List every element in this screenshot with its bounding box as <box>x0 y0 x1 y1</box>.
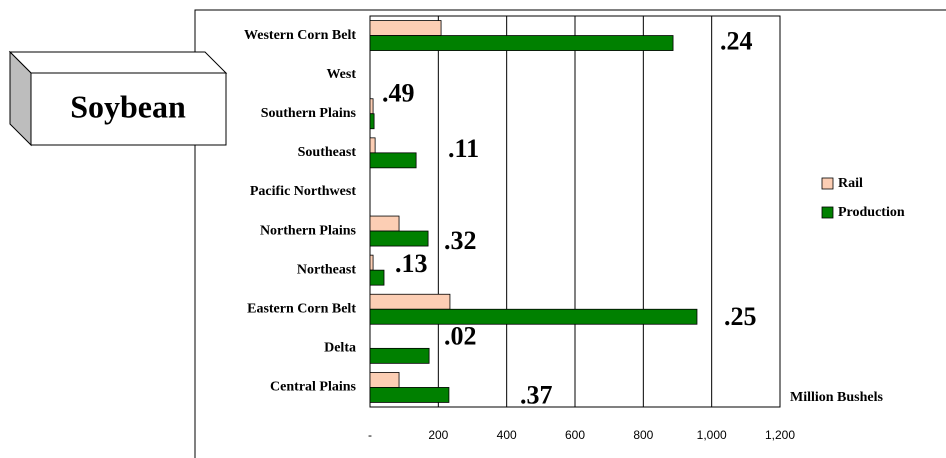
legend-swatch <box>821 177 834 190</box>
bar <box>369 113 375 130</box>
bar <box>369 347 430 364</box>
y-tick-label: West <box>326 67 356 82</box>
bar <box>369 372 400 388</box>
x-tick-label: 800 <box>633 428 653 442</box>
ratio-label: .13 <box>395 249 428 278</box>
bar <box>369 20 442 36</box>
bar <box>369 35 674 51</box>
y-tick-label: Central Plains <box>270 380 356 395</box>
box-top <box>8 51 228 74</box>
x-axis-label: Million Bushels <box>790 390 884 405</box>
bar <box>369 98 374 115</box>
x-tick-label: 1,000 <box>697 428 727 442</box>
y-tick-label: Northeast <box>297 262 356 277</box>
x-tick-label: - <box>368 428 372 442</box>
bar <box>369 230 429 247</box>
x-tick-label: 1,200 <box>765 428 795 442</box>
y-tick-label: Delta <box>324 341 356 356</box>
x-tick-label: 200 <box>428 428 448 442</box>
bar <box>369 152 417 169</box>
legend-label: Rail <box>838 176 863 191</box>
bar <box>369 387 450 403</box>
ratio-label: .02 <box>444 321 477 350</box>
y-tick-label: Western Corn Belt <box>244 28 356 43</box>
y-tick-label: Northern Plains <box>260 223 357 238</box>
ratio-label: .24 <box>720 27 753 56</box>
y-tick-label: Southern Plains <box>261 106 357 121</box>
ratio-label: .32 <box>444 226 477 255</box>
y-tick-label: Southeast <box>298 145 357 160</box>
ratio-label: .49 <box>382 79 415 108</box>
ratio-label: .25 <box>724 302 757 331</box>
chart-frame <box>194 9 946 458</box>
bar <box>369 215 400 232</box>
x-tick-label: 600 <box>565 428 585 442</box>
legend-label: Production <box>838 205 905 220</box>
bar <box>369 269 385 286</box>
y-tick-label: Pacific Northwest <box>250 184 356 199</box>
y-tick-label: Eastern Corn Belt <box>247 301 356 316</box>
ratio-label: .11 <box>448 134 479 163</box>
bar <box>369 137 376 154</box>
box-front <box>30 72 227 146</box>
bar <box>369 308 698 325</box>
ratio-label: .37 <box>520 380 553 409</box>
chart-title: Soybean <box>70 88 186 124</box>
x-tick-label: 400 <box>497 428 517 442</box>
bar <box>369 293 451 310</box>
bar <box>369 254 374 271</box>
legend-swatch <box>821 206 834 219</box>
